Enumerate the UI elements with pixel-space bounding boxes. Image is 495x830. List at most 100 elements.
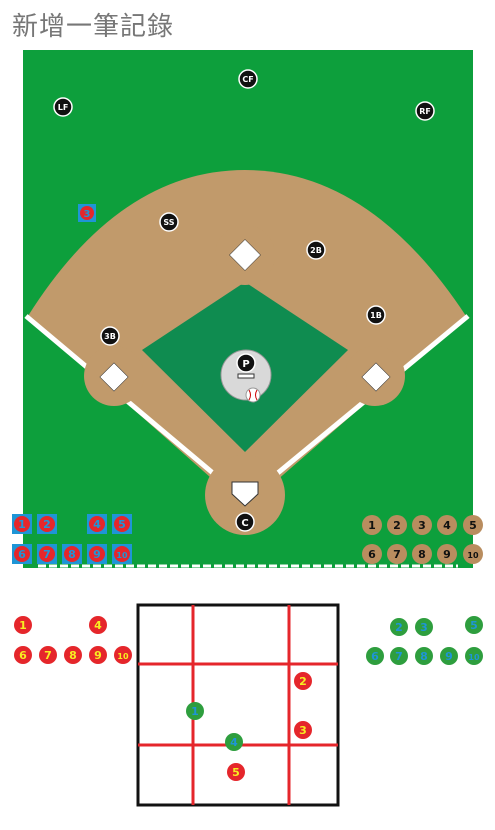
pitch-chip-green[interactable]: 9 <box>440 647 458 665</box>
runner-chip-blue[interactable]: 4 <box>87 514 107 534</box>
runner-chip-brown[interactable]: 7 <box>387 544 407 564</box>
pitch-chip-green[interactable]: 8 <box>415 647 433 665</box>
runner-chip-blue-label: 4 <box>93 518 101 531</box>
runner-chips-blue: 1 2 4 5 6 7 8 9 10 <box>12 514 132 564</box>
zone-pitch-marker[interactable]: 4 <box>225 733 243 751</box>
pitch-chip-red-label: 6 <box>19 649 27 662</box>
runner-chip-brown-label: 5 <box>469 519 477 532</box>
runner-chip-blue[interactable]: 6 <box>12 544 32 564</box>
runner-chip-brown-label: 6 <box>368 548 376 561</box>
runner-chip-brown-label: 9 <box>443 548 451 561</box>
pitch-chip-green[interactable]: 3 <box>415 618 433 636</box>
runner-chip-brown-label: 10 <box>467 551 479 560</box>
position-label: 2B <box>310 246 322 255</box>
pitchers-rubber <box>237 373 255 379</box>
pitch-chip-green-label: 8 <box>420 650 428 663</box>
home-plate[interactable] <box>231 481 259 507</box>
zone-pitch-marker-label: 2 <box>299 675 307 688</box>
pitch-chips-red: 1 4 6 7 8 9 10 <box>14 616 132 664</box>
pitch-chip-red[interactable]: 7 <box>39 646 57 664</box>
position-label: 3B <box>104 332 116 341</box>
runner-chip-brown[interactable]: 4 <box>437 515 457 535</box>
runner-chip-brown[interactable]: 9 <box>437 544 457 564</box>
runner-chip-brown[interactable]: 2 <box>387 515 407 535</box>
runner-chip-blue-label: 5 <box>118 518 126 531</box>
pitch-chip-green[interactable]: 7 <box>390 647 408 665</box>
runner-chips-brown: 1 2 3 4 5 6 7 8 9 10 <box>362 515 483 564</box>
runner-chip-blue-label: 6 <box>18 548 26 561</box>
baseball-seam-icon <box>248 389 258 401</box>
pitch-chip-red-label: 9 <box>94 649 102 662</box>
runner-chip-brown-label: 4 <box>443 519 451 532</box>
foul-line-right <box>243 314 470 502</box>
position-2b[interactable]: 2B <box>306 240 326 260</box>
runner-chip-blue[interactable]: 9 <box>87 544 107 564</box>
pitch-chip-red-label: 8 <box>69 649 77 662</box>
runner-chip-brown[interactable]: 8 <box>412 544 432 564</box>
runner-chip-blue[interactable]: 7 <box>37 544 57 564</box>
field-hit-marker[interactable]: 3 <box>78 204 96 222</box>
pitch-chip-green-label: 5 <box>470 619 478 632</box>
position-p[interactable]: P <box>236 353 256 373</box>
zone-pitch-marker[interactable]: 1 <box>186 702 204 720</box>
runner-chip-blue-label: 9 <box>93 548 101 561</box>
pitch-chip-green-label: 7 <box>395 650 403 663</box>
pitch-chip-red[interactable]: 8 <box>64 646 82 664</box>
pitch-chips-green: 2 3 5 6 7 8 9 10 <box>366 616 483 665</box>
pitch-chip-red[interactable]: 9 <box>89 646 107 664</box>
third-base[interactable] <box>99 362 129 392</box>
pitch-chip-green-label: 10 <box>468 653 480 662</box>
runner-chip-brown[interactable]: 6 <box>362 544 382 564</box>
pitch-chip-green-label: 2 <box>395 621 403 634</box>
runner-chip-brown[interactable]: 1 <box>362 515 382 535</box>
position-rf[interactable]: RF <box>415 101 435 121</box>
pitch-chip-green[interactable]: 5 <box>465 616 483 634</box>
pitch-chip-red[interactable]: 10 <box>114 646 132 664</box>
runner-chip-blue[interactable]: 5 <box>112 514 132 534</box>
position-label: C <box>241 518 248 529</box>
position-label: RF <box>419 107 431 116</box>
pitch-chip-red-label: 4 <box>94 619 102 632</box>
pitch-chip-red[interactable]: 1 <box>14 616 32 634</box>
runner-chip-blue[interactable]: 10 <box>112 544 132 564</box>
baseball-icon <box>245 387 261 403</box>
pitch-chip-red-label: 10 <box>117 652 129 661</box>
runner-chip-brown[interactable]: 5 <box>463 515 483 535</box>
runner-chip-brown[interactable]: 3 <box>412 515 432 535</box>
runner-chip-blue[interactable]: 1 <box>12 514 32 534</box>
position-label: 1B <box>370 311 382 320</box>
position-c[interactable]: C <box>235 512 255 532</box>
zone-pitch-marker[interactable]: 2 <box>294 672 312 690</box>
runner-chip-brown-label: 7 <box>393 548 401 561</box>
runner-chip-blue-label: 2 <box>43 518 51 531</box>
second-base[interactable] <box>229 239 261 271</box>
pitch-chip-green[interactable]: 6 <box>366 647 384 665</box>
pitch-chip-red[interactable]: 4 <box>89 616 107 634</box>
position-label: SS <box>163 218 174 227</box>
position-1b[interactable]: 1B <box>366 305 386 325</box>
pitch-chip-green[interactable]: 2 <box>390 618 408 636</box>
position-cf[interactable]: CF <box>238 69 258 89</box>
pitch-chip-red[interactable]: 6 <box>14 646 32 664</box>
position-ss[interactable]: SS <box>159 212 179 232</box>
runner-chip-blue-label: 8 <box>68 548 76 561</box>
first-base[interactable] <box>361 362 391 392</box>
zone-pitch-marker[interactable]: 5 <box>227 763 245 781</box>
position-lf[interactable]: LF <box>53 97 73 117</box>
pitch-chip-green[interactable]: 10 <box>465 647 483 665</box>
field-hit-marker-label: 3 <box>84 209 91 220</box>
runner-chip-blue[interactable]: 8 <box>62 544 82 564</box>
position-label: P <box>242 359 249 370</box>
position-3b[interactable]: 3B <box>100 326 120 346</box>
pitch-chip-green-label: 6 <box>371 650 379 663</box>
pitch-chip-green-label: 3 <box>420 621 428 634</box>
runner-chip-blue-label: 7 <box>43 548 51 561</box>
runner-chip-blue[interactable]: 2 <box>37 514 57 534</box>
runner-chip-brown-label: 1 <box>368 519 376 532</box>
pitch-chip-red-label: 7 <box>44 649 52 662</box>
zone-pitch-marker[interactable]: 3 <box>294 721 312 739</box>
zone-pitch-marker-label: 3 <box>299 724 307 737</box>
runner-chip-brown[interactable]: 10 <box>463 544 483 564</box>
runner-chip-brown-label: 8 <box>418 548 426 561</box>
